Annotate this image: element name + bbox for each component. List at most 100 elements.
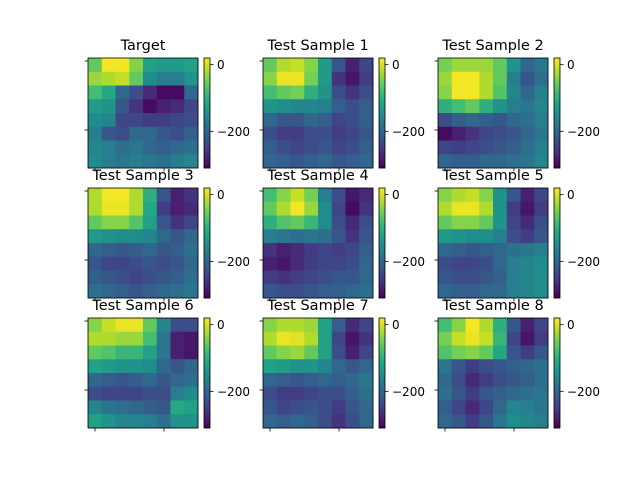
heatmap-cell bbox=[493, 386, 508, 401]
heatmap-cell bbox=[359, 229, 374, 244]
heatmap-cell bbox=[143, 229, 158, 244]
heatmap-cell bbox=[304, 243, 319, 258]
heatmap-cell bbox=[101, 414, 116, 429]
axes-frame bbox=[262, 57, 374, 169]
colorbar-segment bbox=[554, 115, 560, 119]
colorbar-segment bbox=[379, 102, 385, 106]
colorbar-segment bbox=[204, 375, 210, 379]
heatmap-cell bbox=[101, 256, 116, 271]
colorbar-segment bbox=[379, 353, 385, 357]
colorbar-segment bbox=[379, 381, 385, 385]
heatmap-cell bbox=[115, 359, 130, 374]
colorbar-segment bbox=[204, 140, 210, 144]
heatmap-cell bbox=[318, 58, 333, 73]
heatmap-cell bbox=[184, 359, 199, 374]
colorbar-segment bbox=[204, 215, 210, 219]
heatmap-cell bbox=[506, 215, 521, 230]
heatmap-panel: Test Sample 5 0 −200 bbox=[434, 168, 600, 302]
colorbar-segment bbox=[204, 96, 210, 100]
colorbar-segment bbox=[554, 284, 560, 288]
colorbar-segment bbox=[204, 392, 210, 396]
heatmap-cell bbox=[479, 85, 494, 100]
colorbar-segment bbox=[204, 422, 210, 426]
heatmap-cell bbox=[184, 243, 199, 258]
heatmap-cell bbox=[345, 386, 360, 401]
colorbar-segment bbox=[379, 215, 385, 219]
colorbar-segment bbox=[204, 234, 210, 238]
colorbar-segment bbox=[204, 414, 210, 418]
heatmap-cell bbox=[304, 71, 319, 86]
colorbar-segment bbox=[204, 331, 210, 335]
heatmap-cell bbox=[170, 201, 185, 216]
heatmap-cell bbox=[534, 188, 549, 203]
colorbar-segment bbox=[554, 207, 560, 211]
colorbar-segment bbox=[204, 364, 210, 368]
heatmap-cell bbox=[156, 154, 171, 169]
colorbar-segment bbox=[204, 340, 210, 344]
colorbar-segment bbox=[204, 212, 210, 216]
heatmap-cell bbox=[290, 113, 305, 128]
heatmap-cell bbox=[290, 215, 305, 230]
heatmap-cell bbox=[451, 126, 466, 141]
heatmap-cell bbox=[345, 229, 360, 244]
colorbar-segment bbox=[379, 229, 385, 233]
heatmap-cell bbox=[479, 113, 494, 128]
colorbar-segment bbox=[204, 223, 210, 227]
heatmap-cell bbox=[304, 270, 319, 285]
colorbar-segment bbox=[379, 218, 385, 222]
heatmap-cell bbox=[129, 359, 144, 374]
heatmap-cell bbox=[451, 284, 466, 299]
heatmap-cell bbox=[465, 229, 480, 244]
heatmap-cell bbox=[451, 345, 466, 360]
heatmap-cell bbox=[520, 359, 535, 374]
colorbar-segment bbox=[379, 281, 385, 285]
heatmap-cell bbox=[115, 400, 130, 415]
heatmap-cell bbox=[465, 113, 480, 128]
colorbar-segment bbox=[204, 381, 210, 385]
heatmap-cell bbox=[143, 71, 158, 86]
heatmap-cell bbox=[115, 270, 130, 285]
colorbar-segment bbox=[554, 337, 560, 341]
colorbar-segment bbox=[379, 121, 385, 125]
colorbar-segment bbox=[204, 353, 210, 357]
colorbar-segment bbox=[554, 188, 560, 192]
axes-frame bbox=[437, 57, 549, 169]
heatmap-cell bbox=[345, 99, 360, 114]
heatmap-cell bbox=[276, 140, 291, 155]
colorbar-segment bbox=[204, 408, 210, 412]
heatmap-cell bbox=[479, 154, 494, 169]
colorbar-segment bbox=[554, 289, 560, 293]
heatmap-cell bbox=[88, 201, 103, 216]
heatmap-cell bbox=[101, 345, 116, 360]
heatmap-cell bbox=[115, 126, 130, 141]
heatmap-cell bbox=[290, 256, 305, 271]
colorbar-segment bbox=[204, 110, 210, 114]
heatmap-cell bbox=[438, 359, 453, 374]
colorbar-tick-label: 0 bbox=[217, 58, 225, 72]
colorbar-segment bbox=[554, 367, 560, 371]
colorbar-segment bbox=[379, 132, 385, 136]
heatmap-cell bbox=[290, 270, 305, 285]
heatmap-cell bbox=[276, 331, 291, 346]
heatmap-cell bbox=[465, 270, 480, 285]
heatmap-cell bbox=[493, 99, 508, 114]
colorbar-segment bbox=[204, 370, 210, 374]
heatmap-cell bbox=[318, 414, 333, 429]
colorbar-segment bbox=[554, 124, 560, 128]
heatmap-cell bbox=[318, 345, 333, 360]
heatmap-cell bbox=[129, 373, 144, 388]
heatmap-cell bbox=[170, 229, 185, 244]
heatmap-cell bbox=[493, 373, 508, 388]
heatmap-cell bbox=[290, 188, 305, 203]
heatmap-cell bbox=[184, 140, 199, 155]
heatmap-cell bbox=[184, 58, 199, 73]
colorbar-segment bbox=[554, 356, 560, 360]
heatmap-cell bbox=[438, 386, 453, 401]
colorbar-segment bbox=[204, 425, 210, 429]
heatmap-cell bbox=[534, 256, 549, 271]
colorbar-segment bbox=[554, 331, 560, 335]
heatmap-cell bbox=[520, 201, 535, 216]
heatmap-cell bbox=[331, 201, 346, 216]
heatmap-cell bbox=[143, 400, 158, 415]
heatmap-cell bbox=[318, 140, 333, 155]
